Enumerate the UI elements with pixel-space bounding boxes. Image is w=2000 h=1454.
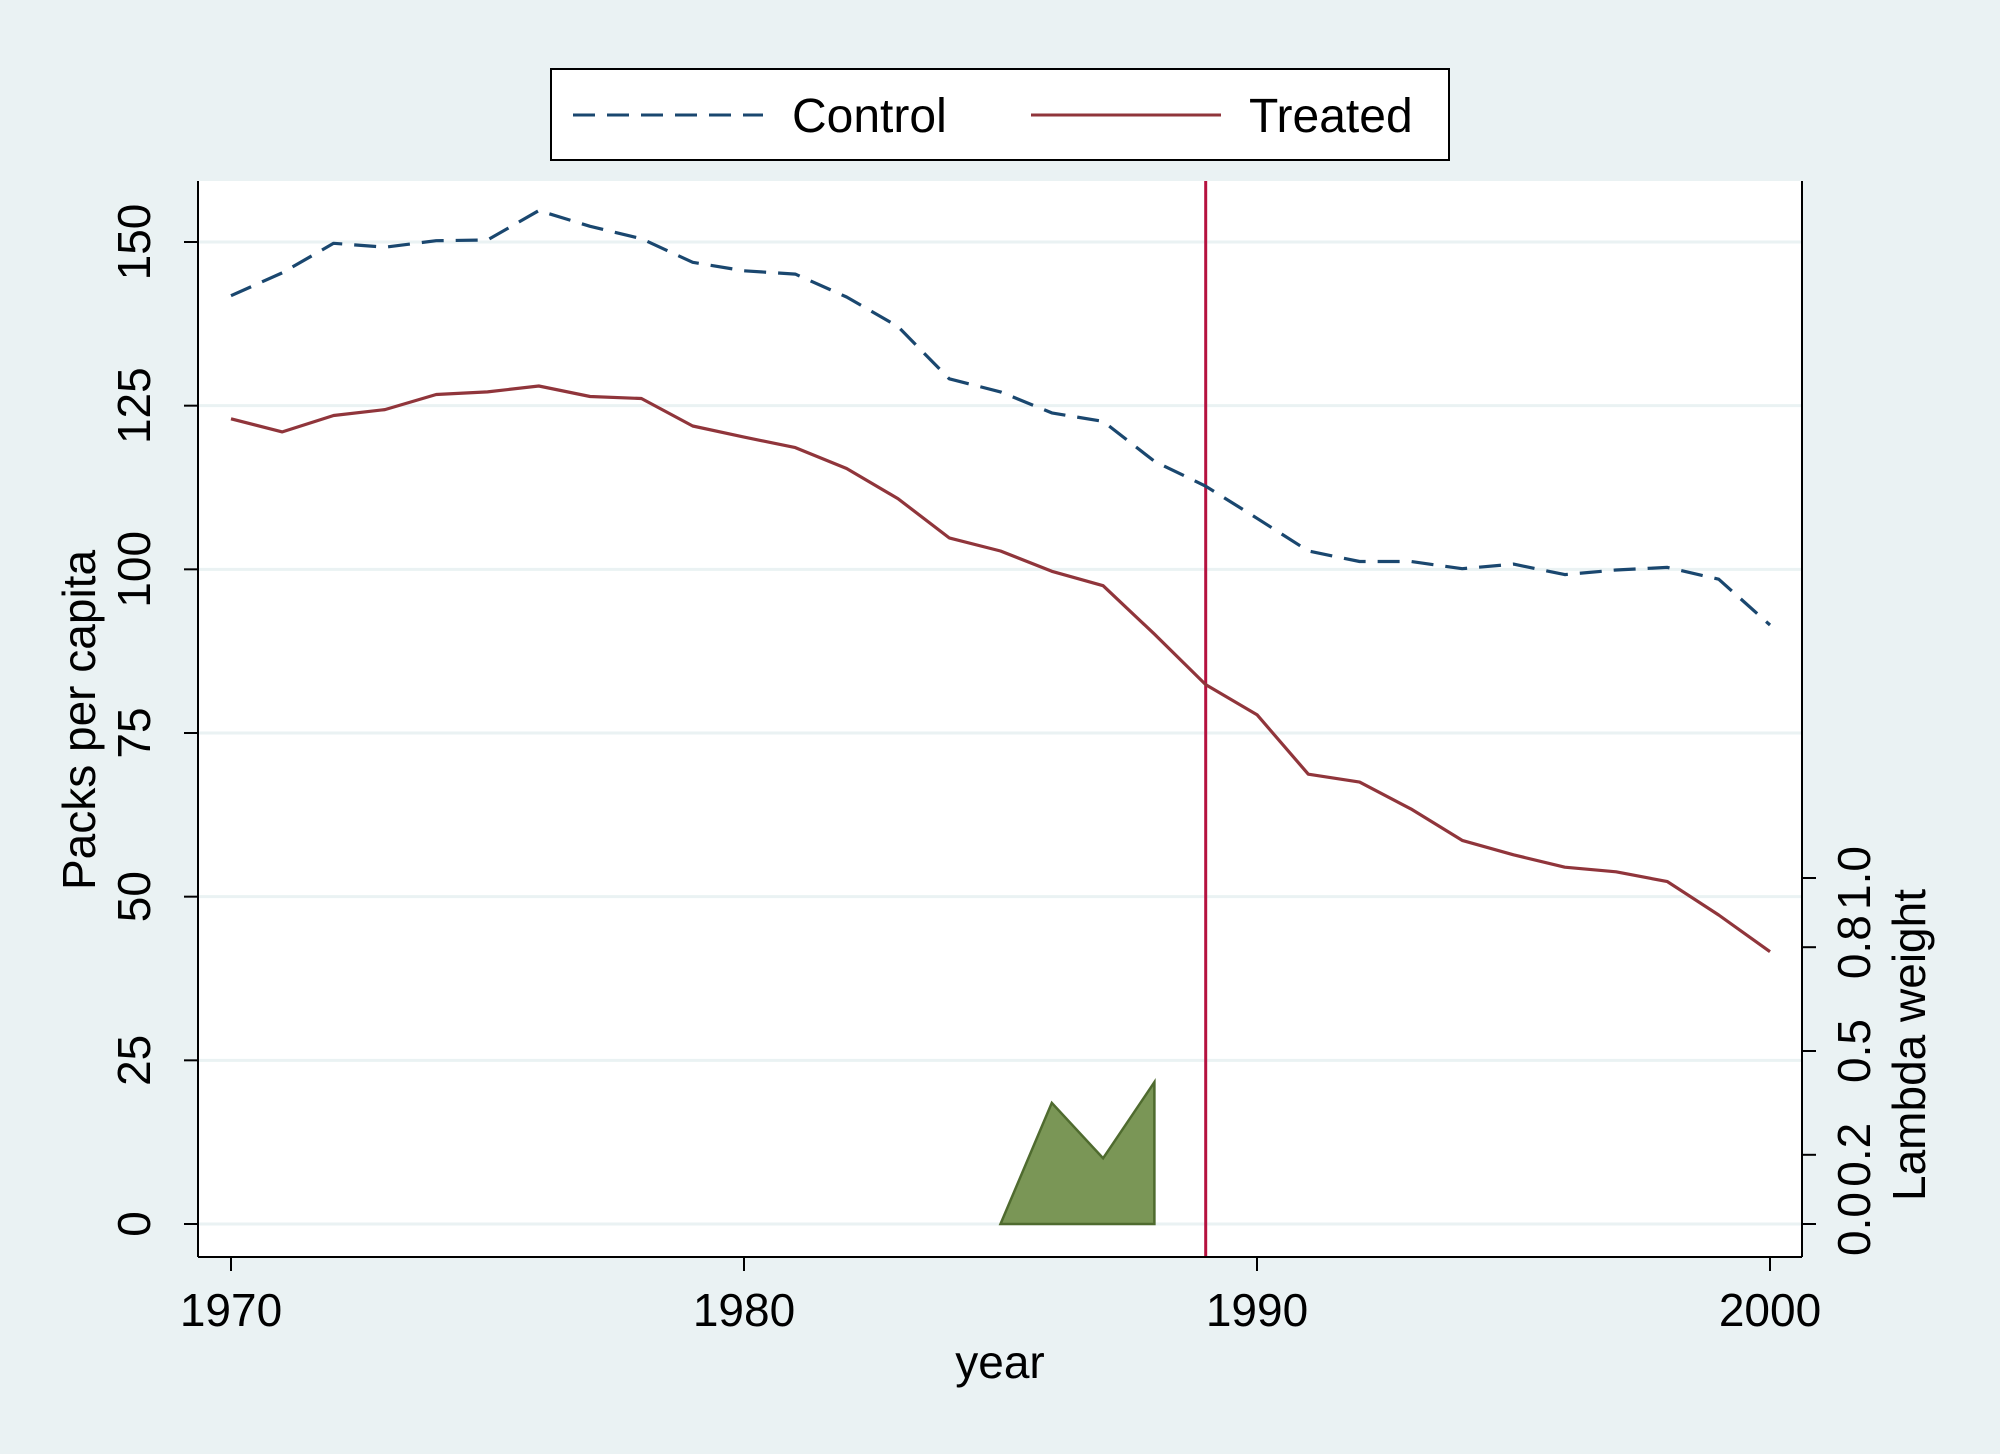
lambda-weight-area (998, 1078, 1156, 1226)
y2-tick-label-4: 1.0 (1828, 846, 1880, 910)
y2-tick-label-0: 0.0 (1828, 1192, 1880, 1256)
y-tick-label-50: 50 (108, 871, 160, 922)
y-tick-label-125: 125 (108, 367, 160, 444)
legend-label-treated: Treated (1249, 90, 1413, 143)
y-tick-label-75: 75 (108, 707, 160, 758)
series-line-treated (230, 384, 1771, 954)
x-tick-label-2000: 2000 (1719, 1284, 1821, 1336)
gridlines (198, 240, 1802, 1226)
y-tick-label-0: 0 (108, 1211, 160, 1237)
legend-box (550, 68, 1450, 161)
y2-tick-label-2: 0.5 (1828, 1019, 1880, 1083)
y-tick-label-150: 150 (108, 204, 160, 281)
series-line-control (230, 209, 1772, 627)
legend-label-control: Control (792, 90, 947, 143)
y2-tick-label-1: 0.2 (1828, 1123, 1880, 1187)
legend: Control Treated (550, 68, 1450, 161)
y2-axis-ticks: 0.00.2 0.5 0.81.0 (1802, 846, 1880, 1256)
x-tick-label-1980: 1980 (693, 1284, 795, 1336)
y-tick-label-25: 25 (108, 1035, 160, 1086)
x-axis-title: year (955, 1336, 1044, 1388)
y2-tick-label-3: 0.8 (1828, 915, 1880, 979)
y-axis-ticks: 0 25 50 75 100 125 150 (108, 204, 198, 1237)
plot-area (198, 181, 1802, 1257)
series-layer (230, 209, 1772, 954)
y-tick-label-100: 100 (108, 531, 160, 608)
y-axis-title: Packs per capita (53, 550, 105, 890)
x-axis-ticks: 1970 1980 1990 2000 (180, 1257, 1821, 1336)
x-tick-label-1990: 1990 (1206, 1284, 1308, 1336)
y2-axis-title: Lambda weight (1883, 889, 1935, 1201)
lambda-weight-layer (998, 1078, 1156, 1226)
x-tick-label-1970: 1970 (180, 1284, 282, 1336)
